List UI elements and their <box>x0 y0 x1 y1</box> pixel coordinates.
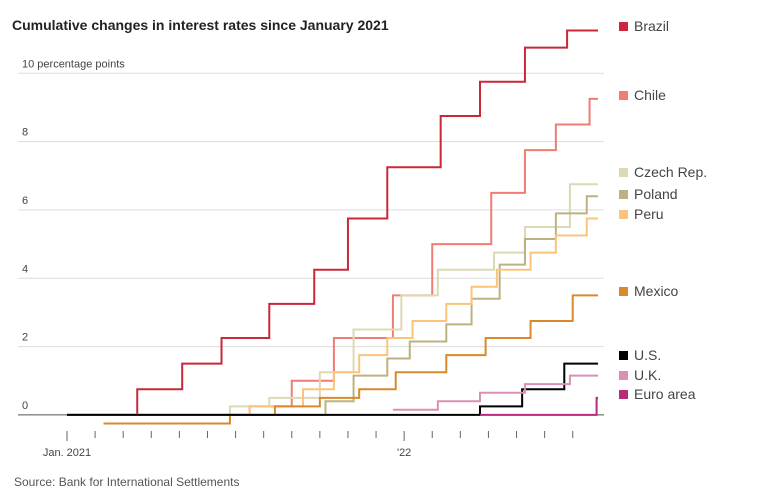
legend-swatch <box>619 210 628 219</box>
series-line <box>67 183 598 416</box>
x-tick-label: '22 <box>397 447 411 459</box>
y-tick-label: 10 percentage points <box>22 58 125 70</box>
y-tick-label: 4 <box>22 263 28 275</box>
x-tick-label: Jan. 2021 <box>43 447 91 459</box>
legend-label: U.S. <box>634 347 661 363</box>
legend-label: Poland <box>634 186 678 202</box>
series-line <box>67 29 598 416</box>
series-line <box>392 374 598 411</box>
legend-label: Euro area <box>634 386 696 402</box>
legend-label: Brazil <box>634 18 669 34</box>
legend-label: Mexico <box>634 283 679 299</box>
series-line <box>67 362 598 416</box>
legend-label: Chile <box>634 87 666 103</box>
legend-label: Czech Rep. <box>634 164 707 180</box>
series-line <box>67 97 598 416</box>
series-line <box>67 217 598 416</box>
series-line <box>67 195 598 416</box>
legend-swatch <box>619 190 628 199</box>
legend-label: Peru <box>634 206 664 222</box>
y-tick-label: 8 <box>22 127 28 139</box>
legend-swatch <box>619 168 628 177</box>
chart-title: Cumulative changes in interest rates sin… <box>12 17 389 33</box>
source: Source: Bank for International Settlemen… <box>14 475 239 489</box>
legend-swatch <box>619 91 628 100</box>
legend-swatch <box>619 371 628 380</box>
legend-swatch <box>619 287 628 296</box>
legend-label: U.K. <box>634 367 661 383</box>
y-tick-label: 6 <box>22 195 28 207</box>
legend-swatch <box>619 351 628 360</box>
y-tick-label: 0 <box>22 400 28 412</box>
legend-swatch <box>619 22 628 31</box>
legend-swatch <box>619 390 628 399</box>
series-line <box>103 294 598 425</box>
series-line <box>480 396 598 416</box>
y-tick-label: 2 <box>22 332 28 344</box>
